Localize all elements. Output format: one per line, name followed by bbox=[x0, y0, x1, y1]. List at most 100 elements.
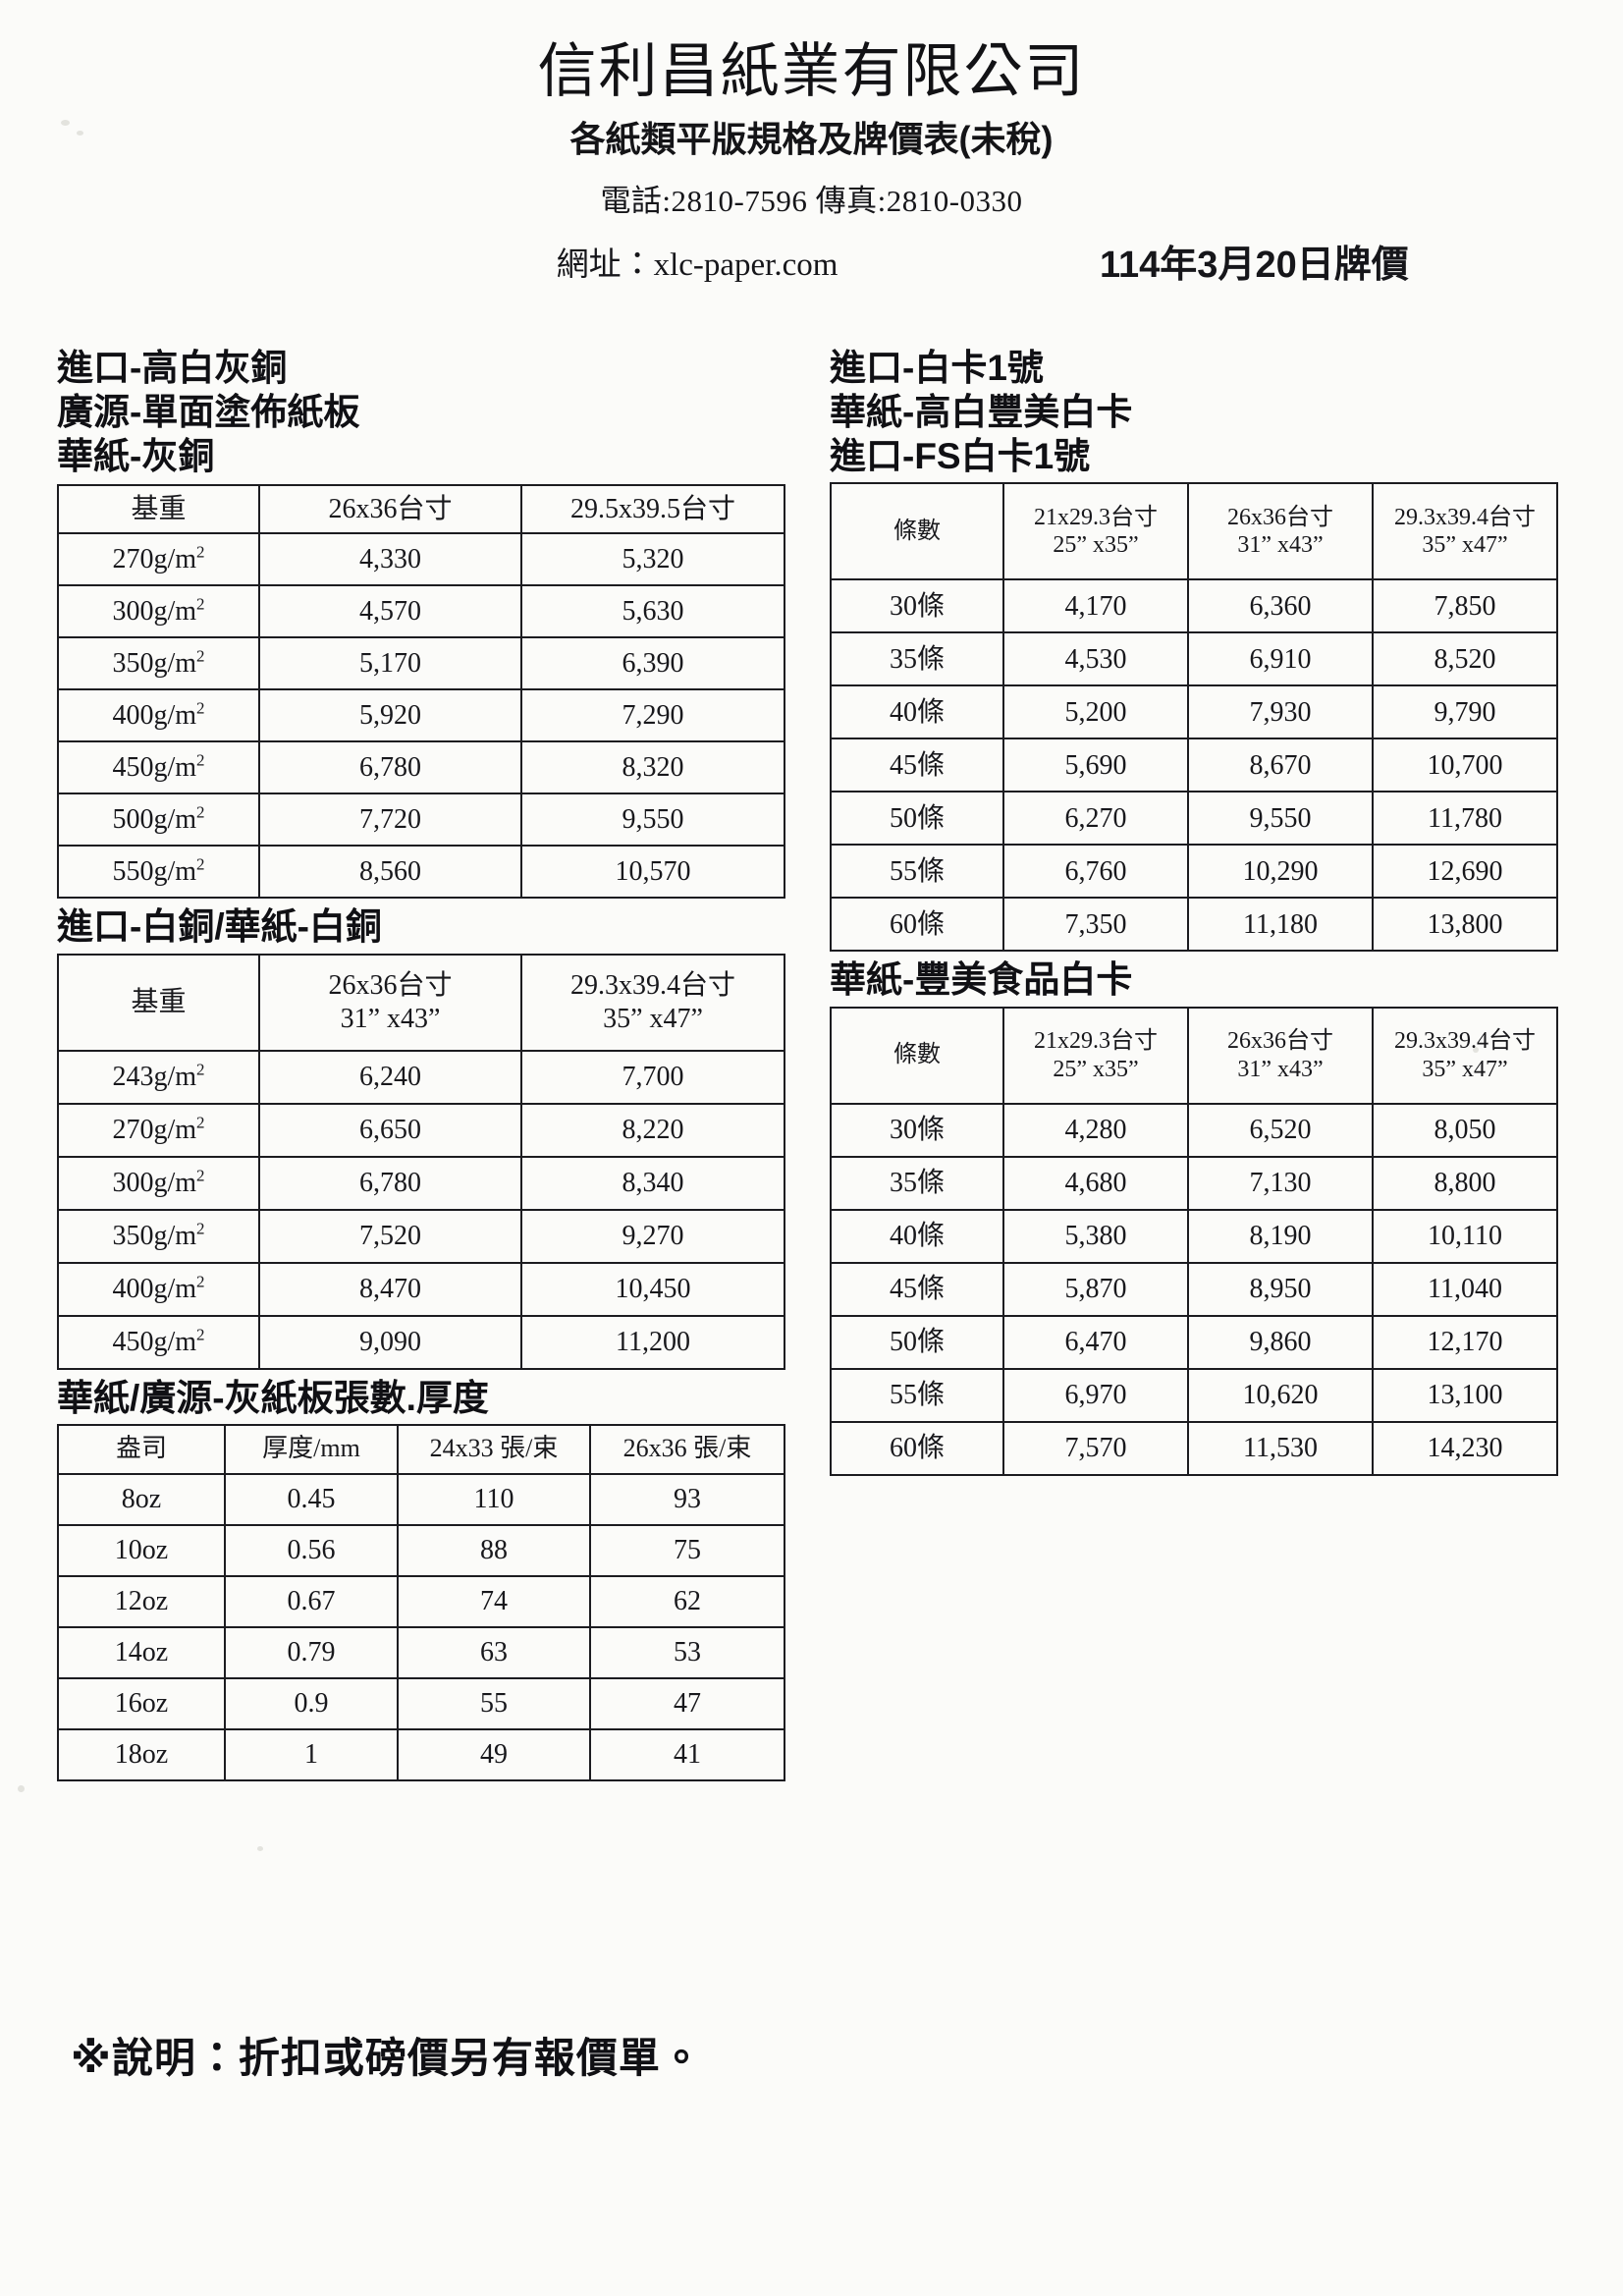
column-header: 29.3x39.4台寸 35” x47” bbox=[520, 953, 785, 1052]
left-section-1-title-1: 進口-高白灰銅 bbox=[57, 348, 288, 388]
left-section-3: 華紙/廣源-灰紙板張數.厚度 盎司 厚度/mm 24x33 張/束 26x36 … bbox=[57, 1376, 785, 1781]
row-label: 12oz bbox=[57, 1574, 226, 1628]
column-header: 29.3x39.4台寸 35” x47” bbox=[1372, 482, 1558, 581]
column-header: 21x29.3台寸 25” x35” bbox=[1002, 1006, 1189, 1105]
table-row: 14oz 0.79 63 53 bbox=[57, 1625, 785, 1679]
table-row: 18oz 1 49 41 bbox=[57, 1727, 785, 1781]
cell-value: 0.67 bbox=[224, 1574, 399, 1628]
cell-value: 10,450 bbox=[520, 1261, 785, 1317]
cell-value: 6,760 bbox=[1002, 844, 1189, 900]
row-label: 40條 bbox=[830, 684, 1004, 740]
left-section-1-title-2: 廣源-單面塗佈紙板 bbox=[57, 392, 360, 433]
table-row: 16oz 0.9 55 47 bbox=[57, 1676, 785, 1730]
cell-value: 8,320 bbox=[520, 740, 785, 795]
table-row: 30條 4,170 6,360 7,850 bbox=[830, 578, 1558, 634]
column-header: 21x29.3台寸 25” x35” bbox=[1002, 482, 1189, 581]
cell-value: 6,520 bbox=[1187, 1102, 1374, 1158]
table-row: 45條 5,870 8,950 11,040 bbox=[830, 1261, 1558, 1317]
white-board-price-table: 基重 26x36台寸 31” x43” 29.3x39.4台寸 35” x47”… bbox=[57, 953, 785, 1370]
scan-speckle bbox=[77, 131, 83, 136]
row-label: 30條 bbox=[830, 1102, 1004, 1158]
right-section-2: 華紙-豐美食品白卡 條數 21x29.3台寸 25” x35” 26x36台寸 … bbox=[830, 957, 1558, 1476]
cell-value: 0.56 bbox=[224, 1523, 399, 1577]
table-row: 40條 5,200 7,930 9,790 bbox=[830, 684, 1558, 740]
cell-value: 6,780 bbox=[258, 740, 522, 795]
website-date-row: 網址：xlc-paper.com 114年3月20日牌價 bbox=[0, 238, 1623, 293]
cell-value: 8,470 bbox=[258, 1261, 522, 1317]
right-section-1-title-2: 華紙-高白豐美白卡 bbox=[830, 392, 1133, 433]
table-row: 400g/m2 8,470 10,450 bbox=[57, 1261, 785, 1317]
cell-value: 6,650 bbox=[258, 1102, 522, 1158]
grey-board-price-table: 基重 26x36台寸 29.5x39.5台寸 270g/m2 4,330 5,3… bbox=[57, 484, 785, 900]
table-row: 243g/m2 6,240 7,700 bbox=[57, 1049, 785, 1105]
table-row: 350g/m2 5,170 6,390 bbox=[57, 636, 785, 691]
table-row: 55條 6,760 10,290 12,690 bbox=[830, 844, 1558, 900]
column-header: 26x36 張/束 bbox=[589, 1423, 785, 1475]
column-header: 26x36台寸 31” x43” bbox=[1187, 1006, 1374, 1105]
website-line: 網址：xlc-paper.com bbox=[556, 247, 839, 283]
table-row: 10oz 0.56 88 75 bbox=[57, 1523, 785, 1577]
cell-value: 11,200 bbox=[520, 1314, 785, 1370]
cell-value: 5,870 bbox=[1002, 1261, 1189, 1317]
cell-value: 74 bbox=[397, 1574, 591, 1628]
row-label: 55條 bbox=[830, 1367, 1004, 1423]
cell-value: 10,570 bbox=[520, 845, 785, 900]
left-section-3-title: 華紙/廣源-灰紙板張數.厚度 bbox=[57, 1377, 489, 1418]
cell-value: 10,620 bbox=[1187, 1367, 1374, 1423]
cell-value: 5,630 bbox=[520, 584, 785, 639]
cell-value: 88 bbox=[397, 1523, 591, 1577]
cell-value: 6,240 bbox=[258, 1049, 522, 1105]
left-section-1-title-3: 華紙-灰銅 bbox=[57, 436, 215, 477]
cell-value: 8,800 bbox=[1372, 1155, 1558, 1211]
row-label: 500g/m2 bbox=[57, 793, 260, 847]
row-label: 55條 bbox=[830, 844, 1004, 900]
cell-value: 0.79 bbox=[224, 1625, 399, 1679]
cell-value: 5,320 bbox=[520, 532, 785, 587]
cell-value: 9,790 bbox=[1372, 684, 1558, 740]
row-label: 400g/m2 bbox=[57, 688, 260, 743]
table-row: 500g/m2 7,720 9,550 bbox=[57, 793, 785, 847]
cell-value: 5,170 bbox=[258, 636, 522, 691]
column-header: 26x36台寸 31” x43” bbox=[258, 953, 522, 1052]
row-label: 45條 bbox=[830, 738, 1004, 793]
cell-value: 7,700 bbox=[520, 1049, 785, 1105]
row-label: 270g/m2 bbox=[57, 1102, 260, 1158]
cell-value: 75 bbox=[589, 1523, 785, 1577]
cell-value: 9,090 bbox=[258, 1314, 522, 1370]
cell-value: 6,390 bbox=[520, 636, 785, 691]
cell-value: 8,190 bbox=[1187, 1208, 1374, 1264]
table-header-row: 條數 21x29.3台寸 25” x35” 26x36台寸 31” x43” 2… bbox=[830, 482, 1558, 581]
scan-speckle bbox=[61, 120, 70, 126]
company-name: 信利昌紙業有限公司 bbox=[537, 39, 1086, 104]
right-section-1-title-3: 進口-FS白卡1號 bbox=[830, 436, 1091, 477]
row-label: 18oz bbox=[57, 1727, 226, 1781]
cell-value: 11,780 bbox=[1372, 791, 1558, 847]
cell-value: 7,290 bbox=[520, 688, 785, 743]
column-header: 條數 bbox=[830, 482, 1004, 581]
row-label: 400g/m2 bbox=[57, 1261, 260, 1317]
food-grade-white-card-price-table: 條數 21x29.3台寸 25” x35” 26x36台寸 31” x43” 2… bbox=[830, 1006, 1558, 1476]
row-label: 35條 bbox=[830, 1155, 1004, 1211]
cell-value: 6,360 bbox=[1187, 578, 1374, 634]
cell-value: 5,200 bbox=[1002, 684, 1189, 740]
column-header: 29.5x39.5台寸 bbox=[520, 484, 785, 535]
row-label: 300g/m2 bbox=[57, 584, 260, 639]
table-header-row: 基重 26x36台寸 31” x43” 29.3x39.4台寸 35” x47” bbox=[57, 953, 785, 1052]
row-label: 550g/m2 bbox=[57, 845, 260, 900]
row-label: 30條 bbox=[830, 578, 1004, 634]
table-row: 12oz 0.67 74 62 bbox=[57, 1574, 785, 1628]
cell-value: 10,290 bbox=[1187, 844, 1374, 900]
row-label: 8oz bbox=[57, 1472, 226, 1526]
cell-value: 7,520 bbox=[258, 1208, 522, 1264]
column-header: 基重 bbox=[57, 484, 260, 535]
table-row: 60條 7,570 11,530 14,230 bbox=[830, 1420, 1558, 1476]
cell-value: 8,340 bbox=[520, 1155, 785, 1211]
contact-line: 電話:2810-7596 傳真:2810-0330 bbox=[600, 184, 1023, 218]
left-section-1: 進口-高白灰銅 廣源-單面塗佈紙板 華紙-灰銅 基重 26x36台寸 29.5x… bbox=[57, 346, 785, 900]
column-header: 厚度/mm bbox=[224, 1423, 399, 1475]
cell-value: 9,860 bbox=[1187, 1314, 1374, 1370]
left-section-2: 進口-白銅/華紙-白銅 基重 26x36台寸 31” x43” 29.3x39.… bbox=[57, 904, 785, 1370]
cell-value: 0.9 bbox=[224, 1676, 399, 1730]
cell-value: 6,910 bbox=[1187, 631, 1374, 687]
